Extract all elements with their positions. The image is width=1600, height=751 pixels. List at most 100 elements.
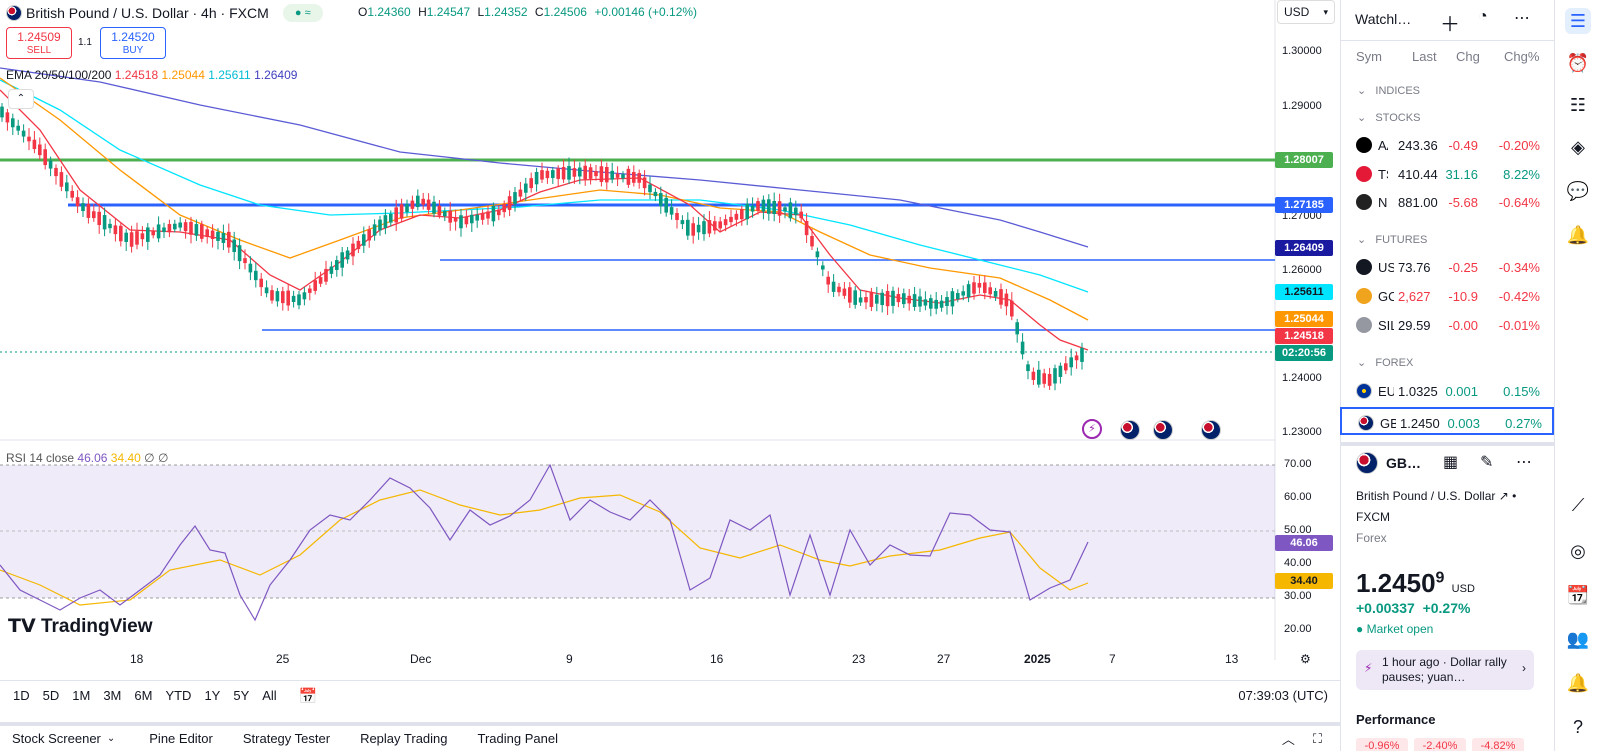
layers-icon[interactable]: ◈: [1571, 137, 1585, 157]
column-sym[interactable]: Sym: [1356, 49, 1382, 64]
market-status-dot[interactable]: ● ≈: [282, 4, 323, 22]
column-last[interactable]: Last: [1412, 49, 1437, 64]
buy-button[interactable]: 1.24520 BUY: [100, 27, 166, 59]
more-options-icon[interactable]: ⋯: [1516, 454, 1532, 471]
more-options-icon[interactable]: ⋯: [1514, 10, 1530, 27]
grid-layout-icon[interactable]: ▦: [1443, 454, 1459, 471]
tab-trading-panel[interactable]: Trading Panel: [477, 731, 558, 746]
range-6m-button[interactable]: 6M: [134, 688, 153, 703]
watchlist-layout-icon[interactable]: ◔: [1478, 8, 1488, 25]
rsi-axis-label: 20.00: [1284, 623, 1312, 635]
range-1y-button[interactable]: 1Y: [204, 688, 221, 703]
external-link-icon[interactable]: ↗: [1498, 489, 1509, 503]
watchlist-row-tsla[interactable]: TSLA 410.44 31.16 8.22%: [1340, 160, 1554, 188]
drawing-tool-icon[interactable]: ⟋: [1571, 495, 1585, 515]
watchlist-row-silver[interactable]: SILVER 29.59 -0.00 -0.01%: [1340, 311, 1554, 339]
range-1m-button[interactable]: 1M: [72, 688, 91, 703]
section-futures[interactable]: ⌄ FUTURES: [1357, 234, 1428, 246]
date-range-calendar-icon[interactable]: 📅: [298, 687, 318, 705]
range-1d-button[interactable]: 1D: [13, 688, 30, 703]
add-symbol-icon[interactable]: ＋: [1440, 14, 1460, 36]
candle-body: [237, 245, 242, 262]
tab-pine-editor[interactable]: Pine Editor: [149, 731, 213, 746]
users-icon[interactable]: 👥: [1566, 629, 1590, 649]
watchlist-title[interactable]: Watchl…: [1355, 11, 1412, 27]
chart-area[interactable]: British Pound / U.S. Dollar · 4h · FXCM …: [0, 0, 1340, 666]
news-card[interactable]: ⚡ 1 hour ago · Dollar rally pauses; yuan…: [1356, 650, 1534, 690]
event-flag-icon-1[interactable]: [1120, 420, 1140, 440]
candle-body: [518, 189, 523, 197]
clock-readout[interactable]: 07:39:03 (UTC): [1238, 688, 1328, 703]
range-3m-button[interactable]: 3M: [103, 688, 122, 703]
watchlist-row-gold[interactable]: GOLD 2,627 -10.9 -0.42%: [1340, 282, 1554, 310]
symbol-header[interactable]: British Pound / U.S. Dollar · 4h · FXCM …: [0, 0, 323, 26]
maximize-icon[interactable]: ⛶: [1312, 730, 1322, 746]
candle-body: [794, 207, 798, 215]
range-5d-button[interactable]: 5D: [42, 688, 60, 703]
section-stocks[interactable]: ⌄ STOCKS: [1357, 112, 1421, 124]
section-indices[interactable]: ⌄ INDICES: [1357, 85, 1421, 97]
chat-icon[interactable]: 💬: [1566, 181, 1590, 201]
range-5y-button[interactable]: 5Y: [233, 688, 250, 703]
range-all-button[interactable]: All: [262, 688, 277, 703]
currency-select[interactable]: USD ▾: [1277, 0, 1335, 24]
candle-body: [977, 283, 982, 288]
candle-body: [767, 199, 771, 214]
calendar-icon[interactable]: 📆: [1566, 585, 1590, 605]
tab-stock-screener[interactable]: Stock Screener: [12, 731, 101, 746]
watchlist-row-gbpusd[interactable]: GBPUSD 1.2450 0.003 0.27%: [1340, 407, 1554, 435]
performance-heading[interactable]: Performance: [1356, 712, 1436, 727]
section-forex[interactable]: ⌄ FOREX: [1357, 357, 1414, 369]
time-axis[interactable]: 18 25 Dec 9 16 23 27 2025 7 13 ⚙: [0, 652, 1340, 670]
candle-body: [475, 214, 479, 221]
event-flag-icon-2[interactable]: [1153, 420, 1173, 440]
tab-strategy-tester[interactable]: Strategy Tester: [242, 731, 331, 746]
candle-body: [545, 170, 550, 179]
symbol-title[interactable]: British Pound / U.S. Dollar · 4h · FXCM: [26, 5, 269, 21]
range-ytd-button[interactable]: YTD: [165, 688, 192, 703]
rsi-legend[interactable]: RSI 14 close 46.06 34.40 ∅ ∅: [6, 451, 168, 465]
candle-body: [534, 171, 539, 185]
sell-button[interactable]: 1.24509 SELL: [6, 27, 72, 59]
bell-icon[interactable]: 🔔: [1566, 225, 1590, 245]
row-last: 1.2450: [1400, 416, 1440, 431]
ema-legend[interactable]: EMA 20/50/100/200 1.24518 1.25044 1.2561…: [6, 68, 297, 82]
target-icon[interactable]: ◎: [1570, 541, 1586, 561]
edit-icon[interactable]: ✎: [1480, 454, 1494, 471]
help-icon[interactable]: ?: [1572, 717, 1583, 737]
candle-body: [939, 300, 944, 308]
candle-body: [891, 290, 895, 306]
collapse-legend-button[interactable]: ⌃: [8, 89, 34, 109]
watchlist-row-eurusd[interactable]: EURUSD 1.0325 0.001 0.15%: [1340, 377, 1554, 405]
detail-name[interactable]: British Pound / U.S. Dollar ↗ •: [1356, 489, 1517, 503]
tradingview-logo[interactable]: 𝗧𝗩 TradingView: [8, 615, 153, 638]
event-flag-icon-3[interactable]: [1201, 420, 1221, 440]
eu-us-flag-icon: [1356, 383, 1372, 399]
watchlist-icon[interactable]: ☰: [1565, 8, 1591, 34]
candle-body: [291, 295, 296, 303]
ema50-tag: 1.25044: [1275, 311, 1333, 327]
alarm-clock-icon[interactable]: ⏰: [1566, 53, 1590, 73]
silver-icon: [1356, 317, 1372, 333]
detail-symbol[interactable]: GB…: [1386, 455, 1421, 471]
column-chg[interactable]: Chg: [1456, 49, 1480, 64]
price-chart[interactable]: [0, 0, 1340, 660]
watchlist-row-nflx[interactable]: NFLX 881.00 -5.68 -0.64%: [1340, 188, 1554, 216]
gear-icon[interactable]: ⚙: [1300, 652, 1311, 666]
rsi-legend-label[interactable]: RSI 14 close: [6, 451, 75, 465]
ema-legend-label[interactable]: EMA 20/50/100/200: [6, 68, 112, 82]
level-tag-green[interactable]: 1.28007: [1275, 152, 1333, 168]
event-lightning-icon[interactable]: ⚡: [1082, 419, 1102, 439]
notification-icon[interactable]: 🔔: [1566, 673, 1590, 693]
chevron-down-icon[interactable]: ⌄: [106, 733, 116, 744]
watchlist-row-usoil[interactable]: USOIL 73.76 -0.25 -0.34%: [1340, 253, 1554, 281]
candle-body: [200, 224, 204, 239]
column-chg-pct[interactable]: Chg%: [1504, 49, 1540, 64]
watchlist-row-aapl[interactable]: AAPL 243.36 -0.49 -0.20%: [1340, 131, 1554, 159]
add-list-icon[interactable]: ☷: [1569, 95, 1587, 115]
candle-body: [32, 139, 37, 150]
ema50-line: [0, 77, 1089, 321]
chevron-up-icon[interactable]: ︿: [1281, 732, 1295, 747]
level-tag-blue[interactable]: 1.27185: [1275, 197, 1333, 213]
tab-replay-trading[interactable]: Replay Trading: [360, 731, 448, 746]
